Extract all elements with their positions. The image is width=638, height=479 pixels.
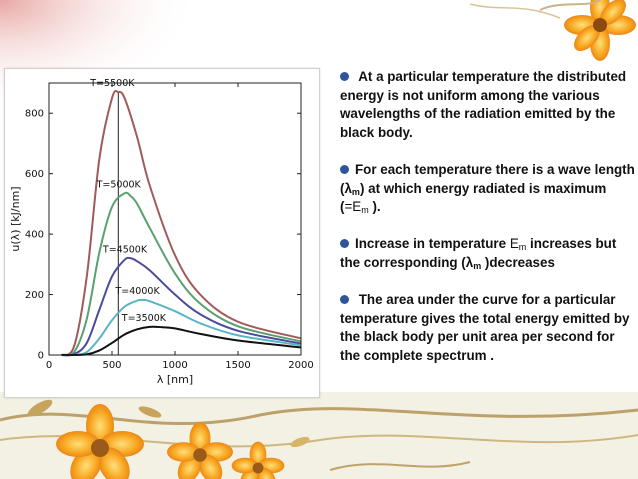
- bullet-dot-icon: [340, 72, 349, 81]
- series-line-T=5000K: [61, 191, 302, 357]
- leaf-icon: [27, 399, 310, 448]
- bullet-text: The area under the curve for a particula…: [340, 292, 630, 363]
- bullet-text: ).: [368, 199, 381, 215]
- series-label: T=3500K: [121, 313, 167, 324]
- bullet-paragraph: Increase in temperature Em increases but…: [340, 235, 636, 272]
- subscript: m: [351, 186, 360, 197]
- bullet-text-block: At a particular temperature the distribu…: [340, 68, 636, 384]
- bullet-text: E: [509, 236, 519, 252]
- y-tick-label: 800: [25, 109, 44, 120]
- x-tick-label: 2000: [288, 360, 313, 371]
- bullet-text: Increase in temperature: [355, 236, 510, 252]
- bullet-paragraph: For each temperature there is a wave len…: [340, 161, 636, 217]
- subscript: m: [473, 260, 482, 271]
- bullet-text: ) at which energy radiated is maximum (: [340, 180, 607, 215]
- series-line-T=4500K: [61, 256, 302, 357]
- bullet-text: At a particular temperature the distribu…: [340, 69, 627, 140]
- x-tick-label: 500: [102, 360, 121, 371]
- series-line-T=4000K: [61, 298, 302, 357]
- series-label: T=5000K: [96, 179, 142, 190]
- series-line-T=5500K: [61, 89, 302, 356]
- flower-icon: [56, 404, 144, 479]
- series-label: T=4500K: [102, 244, 148, 255]
- x-axis-label: λ [nm]: [157, 373, 193, 386]
- bullet-dot-icon: [340, 239, 349, 249]
- flower-icon: [564, 0, 636, 61]
- bullet-dot-icon: [340, 295, 349, 305]
- bullet-text: )decreases: [481, 254, 555, 270]
- x-tick-label: 1500: [225, 360, 250, 371]
- x-tick-label: 1000: [162, 360, 187, 371]
- series-line-T=3500K: [61, 325, 302, 357]
- subscript: m: [518, 242, 527, 253]
- flower-icon: [167, 422, 233, 479]
- bullet-text: increases but the corresponding (λ: [340, 236, 617, 270]
- y-tick-label: 0: [38, 351, 44, 362]
- series-label: T=4000K: [115, 286, 161, 297]
- y-tick-label: 200: [25, 290, 44, 301]
- plot-frame: [48, 82, 302, 356]
- bullet-paragraph: At a particular temperature the distribu…: [340, 68, 636, 142]
- bullet-text: For each temperature there is a wave len…: [340, 161, 635, 196]
- subscript: m: [361, 205, 369, 216]
- bullet-dot-icon: [340, 164, 349, 174]
- y-tick-label: 400: [25, 230, 44, 241]
- y-axis-label: u(λ) [kJ/nm]: [9, 186, 22, 251]
- bullet-paragraph: The area under the curve for a particula…: [340, 291, 636, 365]
- y-tick-label: 600: [25, 169, 44, 180]
- x-tick-label: 0: [46, 360, 52, 371]
- bullet-text: =E: [344, 199, 362, 215]
